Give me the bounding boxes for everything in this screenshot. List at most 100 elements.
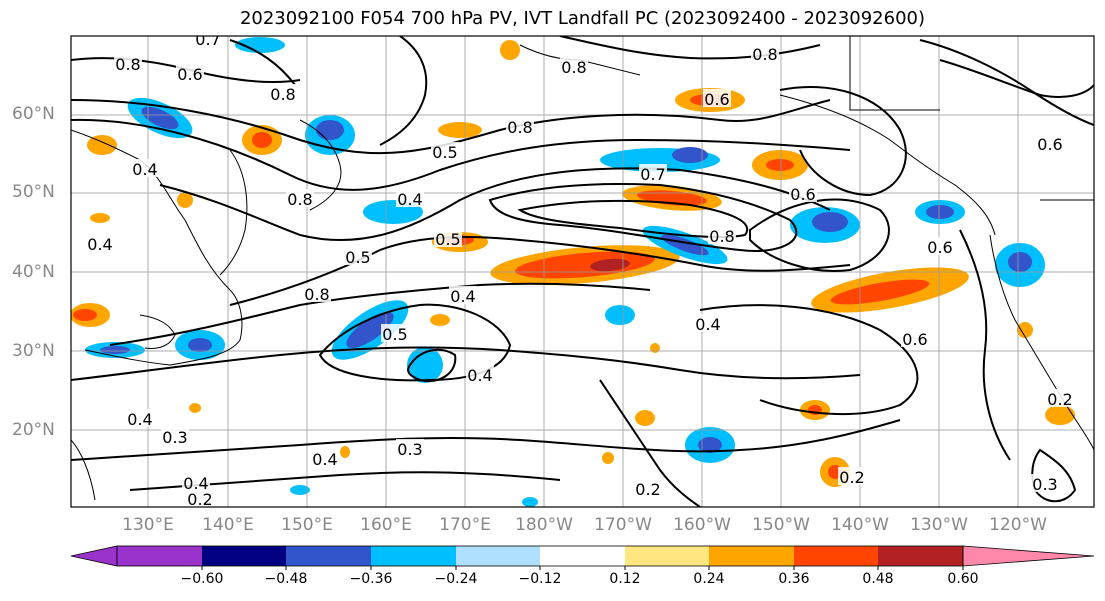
contour-label: 0.6: [927, 238, 952, 257]
contour-label-bg: [186, 489, 214, 507]
contour-label-bg: [161, 427, 189, 445]
lon-label: 120°W: [989, 515, 1047, 535]
colorbar-tick: 0.48: [862, 571, 894, 587]
anomaly-blob: [602, 452, 614, 464]
contour-label-bg: [86, 234, 114, 252]
contour-label: 0.6: [177, 65, 202, 84]
contour-label-bg: [434, 229, 462, 247]
lat-label: 40°N: [12, 262, 55, 282]
contour-label-bg: [926, 237, 954, 255]
colorbar-tick: −0.24: [434, 571, 478, 587]
contour-label: 0.8: [507, 118, 532, 137]
lon-label: 170°E: [439, 515, 491, 535]
contour-label: 0.4: [312, 450, 337, 469]
contour-label: 0.4: [87, 235, 112, 254]
contour-label-bg: [286, 189, 314, 207]
contour-label: 0.4: [127, 410, 152, 429]
contour-label-bg: [344, 247, 372, 265]
contour-label: 0.2: [187, 490, 212, 509]
contour-label: 0.2: [635, 480, 660, 499]
anomaly-blob: [407, 347, 443, 383]
anomaly-blob: [430, 314, 450, 326]
contour-label-bg: [751, 44, 779, 62]
anomaly-blob: [672, 147, 708, 163]
map-title: 2023092100 F054 700 hPa PV, IVT Landfall…: [239, 8, 926, 29]
contour-label-bg: [431, 142, 459, 160]
contour-label: 0.4: [695, 315, 720, 334]
gridlines: [71, 36, 1094, 507]
contour-label: 0.4: [450, 287, 475, 306]
contour-label: 0.8: [270, 85, 295, 104]
anomaly-blob: [812, 212, 848, 232]
lon-label: 130°E: [122, 515, 174, 535]
lon-label: 170°W: [594, 515, 652, 535]
contour-label-bg: [506, 117, 534, 135]
anomaly-blob: [590, 258, 630, 272]
contour-label-bg: [560, 57, 588, 75]
contour-label: 0.7: [640, 165, 665, 184]
colorbar-tick: −0.48: [264, 571, 308, 587]
contour-label: 0.5: [345, 248, 370, 267]
anomaly-blob: [177, 192, 193, 208]
lon-label: 180°W: [515, 515, 573, 535]
anomaly-blob: [605, 305, 635, 325]
colorbar-tick: −0.60: [180, 571, 224, 587]
contour-label: 0.4: [183, 474, 208, 493]
contour-label-bg: [634, 479, 662, 497]
contour-label-bg: [694, 314, 722, 332]
colorbar-tick: 0.60: [947, 571, 979, 587]
contour-label-bg: [131, 159, 159, 177]
lon-label: 150°E: [281, 515, 333, 535]
anomaly-blob: [141, 106, 179, 130]
anomaly-blob: [698, 437, 722, 453]
colorbar-tick: 0.12: [609, 571, 641, 587]
anomaly-blob: [235, 37, 285, 53]
contour-label-bg: [1031, 474, 1059, 492]
contour-label: 0.4: [467, 366, 492, 385]
lon-label: 130°W: [910, 515, 968, 535]
contour-label-bg: [466, 365, 494, 383]
lon-label: 140°E: [202, 515, 254, 535]
contour-label: 0.8: [304, 285, 329, 304]
lon-label: 140°W: [831, 515, 889, 535]
colorbar-tick: −0.12: [518, 571, 562, 587]
lat-label: 60°N: [12, 104, 55, 124]
colorbar-tick: 0.36: [778, 571, 810, 587]
contour-label: 0.8: [752, 45, 777, 64]
anomaly-blob: [100, 346, 130, 354]
anomaly-blob: [500, 40, 520, 60]
colorbar-tick: −0.36: [349, 571, 393, 587]
contour-label-bg: [396, 189, 424, 207]
anomaly-blob: [926, 205, 954, 219]
anomaly-blob: [188, 338, 212, 352]
contour-label-bg: [303, 284, 331, 302]
anomaly-blob: [90, 213, 110, 223]
lat-label: 50°N: [12, 182, 55, 202]
contour-label-bg: [639, 164, 667, 182]
anomaly-blob: [766, 159, 794, 171]
contour-label-bg: [182, 473, 210, 491]
map-frame: [70, 35, 1095, 508]
anomaly-blob: [346, 311, 394, 349]
contour-labels: 0.7 0.8 0.6 0.8 0.8 0.8 0.6 0.8 0.6 0.4 0.5 0.4 0.8 0…: [86, 36, 1074, 509]
anomaly-blob: [290, 485, 310, 495]
lat-label: 20°N: [12, 420, 55, 440]
contour-label-bg: [703, 89, 731, 107]
contour-label: 0.8: [709, 227, 734, 246]
contour-label: 0.8: [287, 190, 312, 209]
contour-label-bg: [176, 64, 204, 82]
contour-label-bg: [114, 54, 142, 72]
anomaly-blob: [1017, 322, 1033, 338]
contour-label: 0.8: [115, 55, 140, 74]
anomaly-blob: [1045, 405, 1075, 425]
contour-label: 0.6: [1037, 135, 1062, 154]
contour-label: 0.3: [1032, 475, 1057, 494]
anomaly-blob: [438, 122, 482, 138]
contour-label: 0.4: [132, 160, 157, 179]
contour-label-bg: [311, 449, 339, 467]
contour-label: 0.2: [1047, 390, 1072, 409]
anomaly-blob: [87, 135, 117, 155]
anomaly-blob: [635, 410, 655, 426]
contour-label: 0.5: [432, 143, 457, 162]
